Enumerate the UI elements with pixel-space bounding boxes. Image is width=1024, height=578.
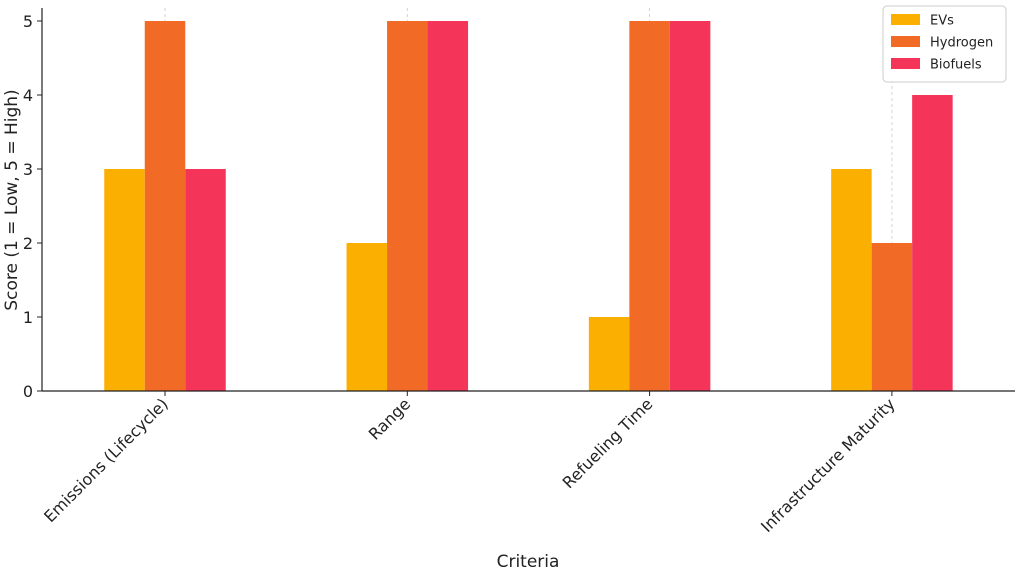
bar-evs-3 <box>831 169 872 391</box>
x-tick-label: Infrastructure Maturity <box>757 394 899 536</box>
legend-label-biofuels: Biofuels <box>930 58 982 73</box>
bar-hydrogen-2 <box>629 21 670 391</box>
x-tick-label: Refueling Time <box>559 394 657 492</box>
y-tick-label: 4 <box>23 86 33 105</box>
y-tick-label: 0 <box>23 382 33 401</box>
x-tick-label: Emissions (Lifecycle) <box>40 394 172 526</box>
bar-biofuels-1 <box>427 21 469 391</box>
y-axis-title: Score (1 = Low, 5 = High) <box>2 89 22 310</box>
bars <box>104 21 953 391</box>
legend-label-hydrogen: Hydrogen <box>930 36 993 51</box>
bar-evs-0 <box>104 169 145 391</box>
y-tick-label: 2 <box>23 234 33 253</box>
bar-hydrogen-3 <box>871 243 913 391</box>
legend-swatch-evs <box>891 14 920 25</box>
bar-hydrogen-1 <box>387 21 428 391</box>
x-ticks: Emissions (Lifecycle) Range Refueling Time… <box>40 391 899 536</box>
bar-hydrogen-0 <box>144 21 186 391</box>
y-tick-label: 5 <box>23 12 33 31</box>
grid-lines <box>164 8 893 391</box>
bar-biofuels-0 <box>185 169 226 391</box>
bar-biofuels-3 <box>912 95 953 391</box>
y-tick-label: 3 <box>23 160 33 179</box>
y-ticks: 0 1 2 3 4 5 <box>23 12 42 401</box>
y-tick-label: 1 <box>23 308 33 327</box>
x-axis-title: Criteria <box>497 552 560 572</box>
bar-biofuels-2 <box>669 21 711 391</box>
legend: EVs Hydrogen Biofuels <box>882 5 1007 83</box>
x-tick-label: Range <box>365 394 414 443</box>
legend-label-evs: EVs <box>930 14 954 29</box>
legend-swatch-biofuels <box>891 58 920 69</box>
legend-swatch-hydrogen <box>891 36 920 47</box>
bar-evs-2 <box>588 317 630 391</box>
bar-evs-1 <box>346 243 388 391</box>
